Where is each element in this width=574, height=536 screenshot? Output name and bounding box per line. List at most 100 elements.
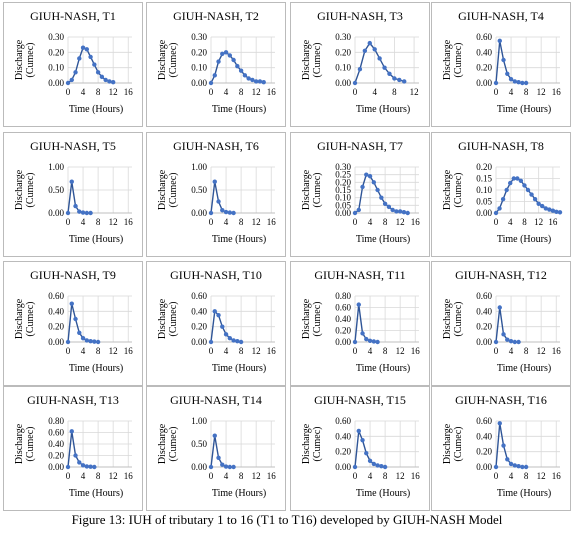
x-tick-label: 0 [494,346,499,356]
y-tick-label: 0.50 [191,439,207,449]
x-tick-label: 0 [494,471,499,481]
data-point [69,429,74,434]
y-tick-label: 0.10 [191,63,207,73]
data-point [397,209,403,214]
x-tick-label: 16 [267,87,277,97]
x-tick-label: 8 [239,87,244,97]
x-axis-label: Time (Hours) [212,488,266,499]
y-tick-label: 0.15 [476,174,492,184]
y-tick-label: 0.25 [335,170,351,180]
x-axis-label: Time (Hours) [69,234,123,245]
data-line [354,304,378,343]
x-tick-label: 0 [66,87,71,97]
data-point [99,74,105,80]
data-point [367,174,373,179]
y-axis-label: Discharge [301,39,312,80]
data-point [227,53,233,58]
data-point [88,210,93,216]
data-point [516,464,521,469]
x-tick-label: 16 [552,87,562,97]
data-point [371,339,377,344]
chart-panel: GIUH-NASH, T10 Discharge (Cumec) Time (Hour… [146,261,286,386]
data-point [223,209,229,215]
data-point [364,336,369,342]
data-point [73,203,78,209]
x-tick-label: 4 [509,471,514,481]
y-axis-label: Discharge [157,298,168,339]
y-tick-label: 0.20 [335,447,351,457]
data-point [69,301,74,306]
data-point [520,80,525,86]
data-point [231,464,236,470]
data-point [532,197,538,202]
y-tick-label: 1.00 [191,416,207,426]
y-axis-label: (Cumec) [168,302,179,337]
data-point [505,457,510,462]
y-axis-label: (Cumec) [453,173,464,208]
x-tick-label: 12 [109,217,118,227]
y-tick-label: 0.05 [476,197,492,207]
data-point [390,207,395,213]
data-point [246,76,251,81]
chart-title: GIUH-NASH, T9 [30,268,116,282]
y-tick-label: 0.80 [48,416,64,426]
data-point [501,332,506,337]
data-point [212,73,217,78]
data-point [497,421,502,426]
x-axis-label: Time (Hours) [212,363,266,374]
data-point [80,45,86,50]
data-point [242,73,248,78]
chart-title: GIUH-NASH, T7 [317,139,403,153]
data-point [508,339,514,344]
y-tick-label: 0.00 [48,208,64,218]
data-point [371,461,377,467]
x-tick-label: 8 [383,346,388,356]
x-tick-label: 8 [239,471,244,481]
data-point [220,208,225,213]
chart-panel: GIUH-NASH, T6 Discharge (Cumec) Time (Hours… [146,132,286,257]
x-tick-label: 16 [124,346,134,356]
data-point [367,338,373,344]
x-tick-label: 8 [239,346,244,356]
data-point [88,464,93,469]
data-point [212,309,217,314]
y-tick-label: 0.20 [335,177,351,187]
y-axis-label: Discharge [14,423,25,464]
y-tick-label: 0.00 [476,208,492,218]
x-tick-label: 0 [66,217,71,227]
data-point [227,335,233,341]
data-point [231,57,236,63]
data-point [231,338,236,343]
x-tick-label: 0 [353,471,358,481]
data-point [220,51,225,57]
y-axis-label: Discharge [14,169,25,210]
x-tick-label: 16 [267,471,277,481]
chart-panel: GIUH-NASH, T5 Discharge (Cumec) Time (Hours… [3,132,143,257]
data-point [357,67,363,72]
data-point [208,464,214,470]
x-tick-label: 4 [372,87,377,97]
data-point [523,80,529,86]
data-line [67,46,114,84]
data-point [212,433,217,438]
data-point [550,208,556,213]
y-tick-label: 0.30 [335,162,351,172]
y-axis-label: (Cumec) [453,427,464,462]
data-point [88,54,93,60]
data-point [107,79,112,84]
y-axis-label: (Cumec) [312,43,323,78]
chart-panel: GIUH-NASH, T3 Discharge (Cumec) Time (Hours… [290,2,430,127]
y-tick-label: 0.30 [191,32,207,42]
y-tick-label: 0.20 [48,47,64,57]
x-tick-label: 12 [534,217,543,227]
data-point [360,437,365,443]
x-tick-label: 16 [124,217,134,227]
data-line [67,181,91,214]
y-tick-label: 0.60 [48,291,64,301]
chart-title: GIUH-NASH, T10 [170,268,262,282]
y-tick-label: 1.00 [191,162,207,172]
data-point [110,80,116,85]
x-tick-label: 12 [396,471,405,481]
data-point [360,331,365,336]
chart-title: GIUH-NASH, T6 [173,139,259,153]
